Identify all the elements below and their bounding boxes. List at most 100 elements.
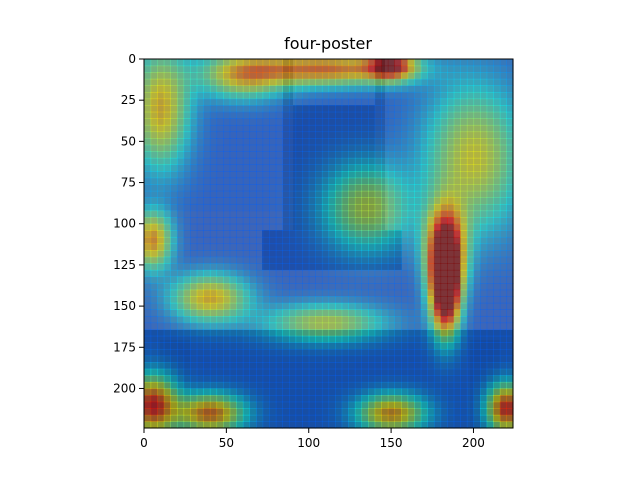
heat-cell — [381, 368, 389, 376]
heat-cell — [447, 59, 455, 67]
heat-cell — [328, 256, 336, 264]
heat-cell — [394, 223, 402, 231]
heat-cell — [282, 263, 290, 271]
heat-cell — [236, 131, 244, 139]
heat-cell — [407, 65, 415, 73]
heat-cell — [249, 250, 257, 258]
heat-cell — [394, 217, 402, 225]
heat-cell — [269, 138, 277, 146]
heat-cell — [275, 322, 283, 330]
heat-cell — [203, 263, 211, 271]
heat-cell — [315, 276, 323, 284]
heat-cell — [433, 78, 442, 86]
heat-cell — [170, 157, 178, 166]
heat-cell — [453, 296, 461, 304]
heat-cell — [269, 401, 277, 409]
heat-cell — [466, 230, 475, 238]
heat-cell — [387, 315, 395, 324]
heat-cell — [453, 164, 461, 172]
heat-cell — [275, 131, 283, 139]
heat-cell — [216, 230, 224, 238]
heat-cell — [203, 105, 211, 113]
heat-cell — [400, 348, 409, 357]
heat-cell — [453, 401, 461, 409]
heat-cell — [328, 171, 336, 179]
heat-cell — [420, 408, 428, 416]
heat-cell — [157, 256, 165, 264]
heat-cell — [144, 151, 152, 159]
heat-cell — [394, 355, 402, 363]
heat-cell — [203, 203, 211, 212]
heat-cell — [203, 138, 211, 146]
heat-cell — [163, 302, 171, 310]
heat-cell — [216, 78, 224, 86]
heat-cell — [387, 98, 395, 106]
heat-cell — [282, 322, 290, 330]
heat-cell — [183, 59, 191, 67]
heat-cell — [288, 157, 297, 166]
heat-cell — [407, 230, 415, 238]
heat-cell — [163, 217, 171, 225]
heat-cell — [209, 296, 218, 304]
heat-cell — [506, 362, 514, 370]
heat-cell — [209, 355, 218, 363]
heat-cell — [262, 302, 270, 310]
heat-cell — [499, 217, 508, 225]
heat-cell — [460, 210, 468, 218]
heat-cell — [361, 91, 369, 100]
heat-cell — [295, 289, 303, 297]
heat-cell — [321, 111, 330, 119]
heat-cell — [335, 144, 343, 152]
heat-cell — [460, 85, 468, 93]
heat-cell — [249, 269, 257, 278]
heat-cell — [460, 322, 468, 330]
heat-cell — [144, 236, 152, 245]
heat-cell — [282, 375, 290, 383]
heat-cell — [493, 368, 501, 376]
heat-cell — [308, 322, 316, 330]
heat-cell — [374, 348, 382, 357]
heat-cell — [460, 98, 468, 106]
heat-cell — [499, 98, 508, 106]
x-tick-label: 100 — [297, 436, 320, 450]
heat-cell — [295, 98, 303, 106]
heat-cell — [282, 177, 290, 185]
heat-cell — [269, 309, 277, 317]
heat-cell — [144, 315, 152, 324]
heat-cell — [466, 190, 475, 198]
heat-cell — [453, 98, 461, 106]
heat-cell — [229, 421, 237, 429]
heat-cell — [460, 151, 468, 159]
heat-cell — [262, 388, 270, 396]
heat-cell — [440, 322, 448, 330]
heat-cell — [249, 217, 257, 225]
heat-cell — [203, 157, 211, 166]
heat-cell — [341, 381, 349, 390]
heat-cell — [387, 85, 395, 93]
heat-cell — [315, 375, 323, 383]
heat-cell — [387, 157, 395, 166]
heat-cell — [216, 151, 224, 159]
heat-cell — [486, 388, 494, 396]
heat-cell — [256, 177, 264, 185]
heat-cell — [447, 421, 455, 429]
heat-cell — [308, 111, 316, 119]
heat-cell — [176, 342, 185, 350]
heat-cell — [348, 289, 356, 297]
heat-cell — [249, 230, 257, 238]
heat-cell — [321, 302, 330, 310]
heat-cell — [209, 164, 218, 172]
heat-cell — [506, 408, 514, 416]
heat-cell — [328, 118, 336, 126]
heat-cell — [262, 184, 270, 192]
y-tick-label: 0 — [128, 52, 136, 66]
heat-cell — [209, 250, 218, 258]
heat-cell — [361, 335, 369, 343]
heat-cell — [414, 210, 422, 218]
heat-cell — [361, 263, 369, 271]
heat-cell — [190, 203, 198, 212]
heat-cell — [427, 217, 435, 225]
heat-cell — [183, 217, 191, 225]
heat-cell — [466, 309, 475, 317]
heat-cell — [486, 408, 494, 416]
